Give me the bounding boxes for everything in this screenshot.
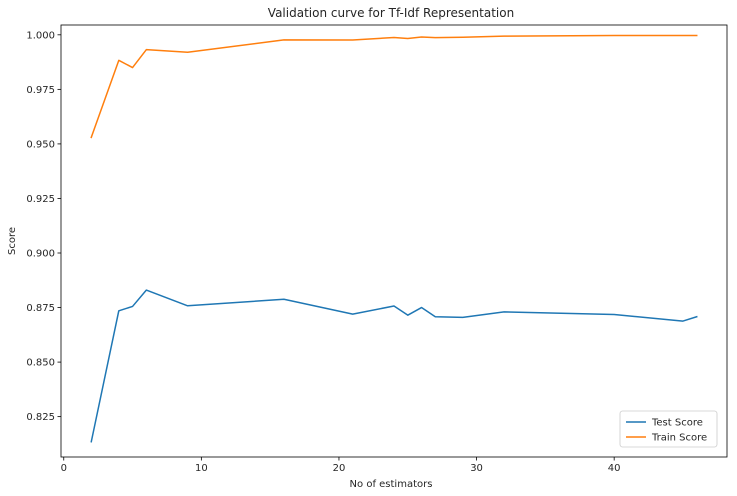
x-tick-label: 30 — [470, 463, 483, 474]
y-tick-label: 0.975 — [26, 85, 55, 96]
x-tick-label: 20 — [333, 463, 346, 474]
y-tick-label: 0.850 — [26, 358, 55, 369]
legend-box — [619, 410, 718, 448]
series-line-1 — [90, 34, 698, 139]
chart-title: Validation curve for Tf-Idf Representati… — [268, 6, 514, 20]
axes-frame — [60, 24, 728, 458]
y-tick-label: 0.875 — [26, 303, 55, 314]
x-tick-label: 0 — [61, 463, 67, 474]
y-tick-label: 0.925 — [26, 194, 55, 205]
axes: 0 10 20 30 40 0.825 0.850 0.875 0.900 0.925 0.950 0… — [26, 24, 728, 474]
legend-label-0: Test Score — [651, 418, 703, 429]
series-line-0 — [90, 289, 698, 443]
legend-label-1: Train Score — [651, 433, 707, 444]
legend: Test Score Train Score — [619, 410, 718, 448]
x-tick-label: 40 — [608, 463, 621, 474]
x-axis-label: No of estimators — [350, 479, 433, 490]
x-tick-label: 10 — [195, 463, 208, 474]
y-tick-label: 0.900 — [26, 249, 55, 260]
plot-area — [90, 34, 698, 443]
y-tick-label: 0.950 — [26, 139, 55, 150]
y-tick-label: 1.000 — [26, 30, 55, 41]
y-tick-label: 0.825 — [26, 412, 55, 423]
y-axis-label: Score — [7, 227, 18, 255]
